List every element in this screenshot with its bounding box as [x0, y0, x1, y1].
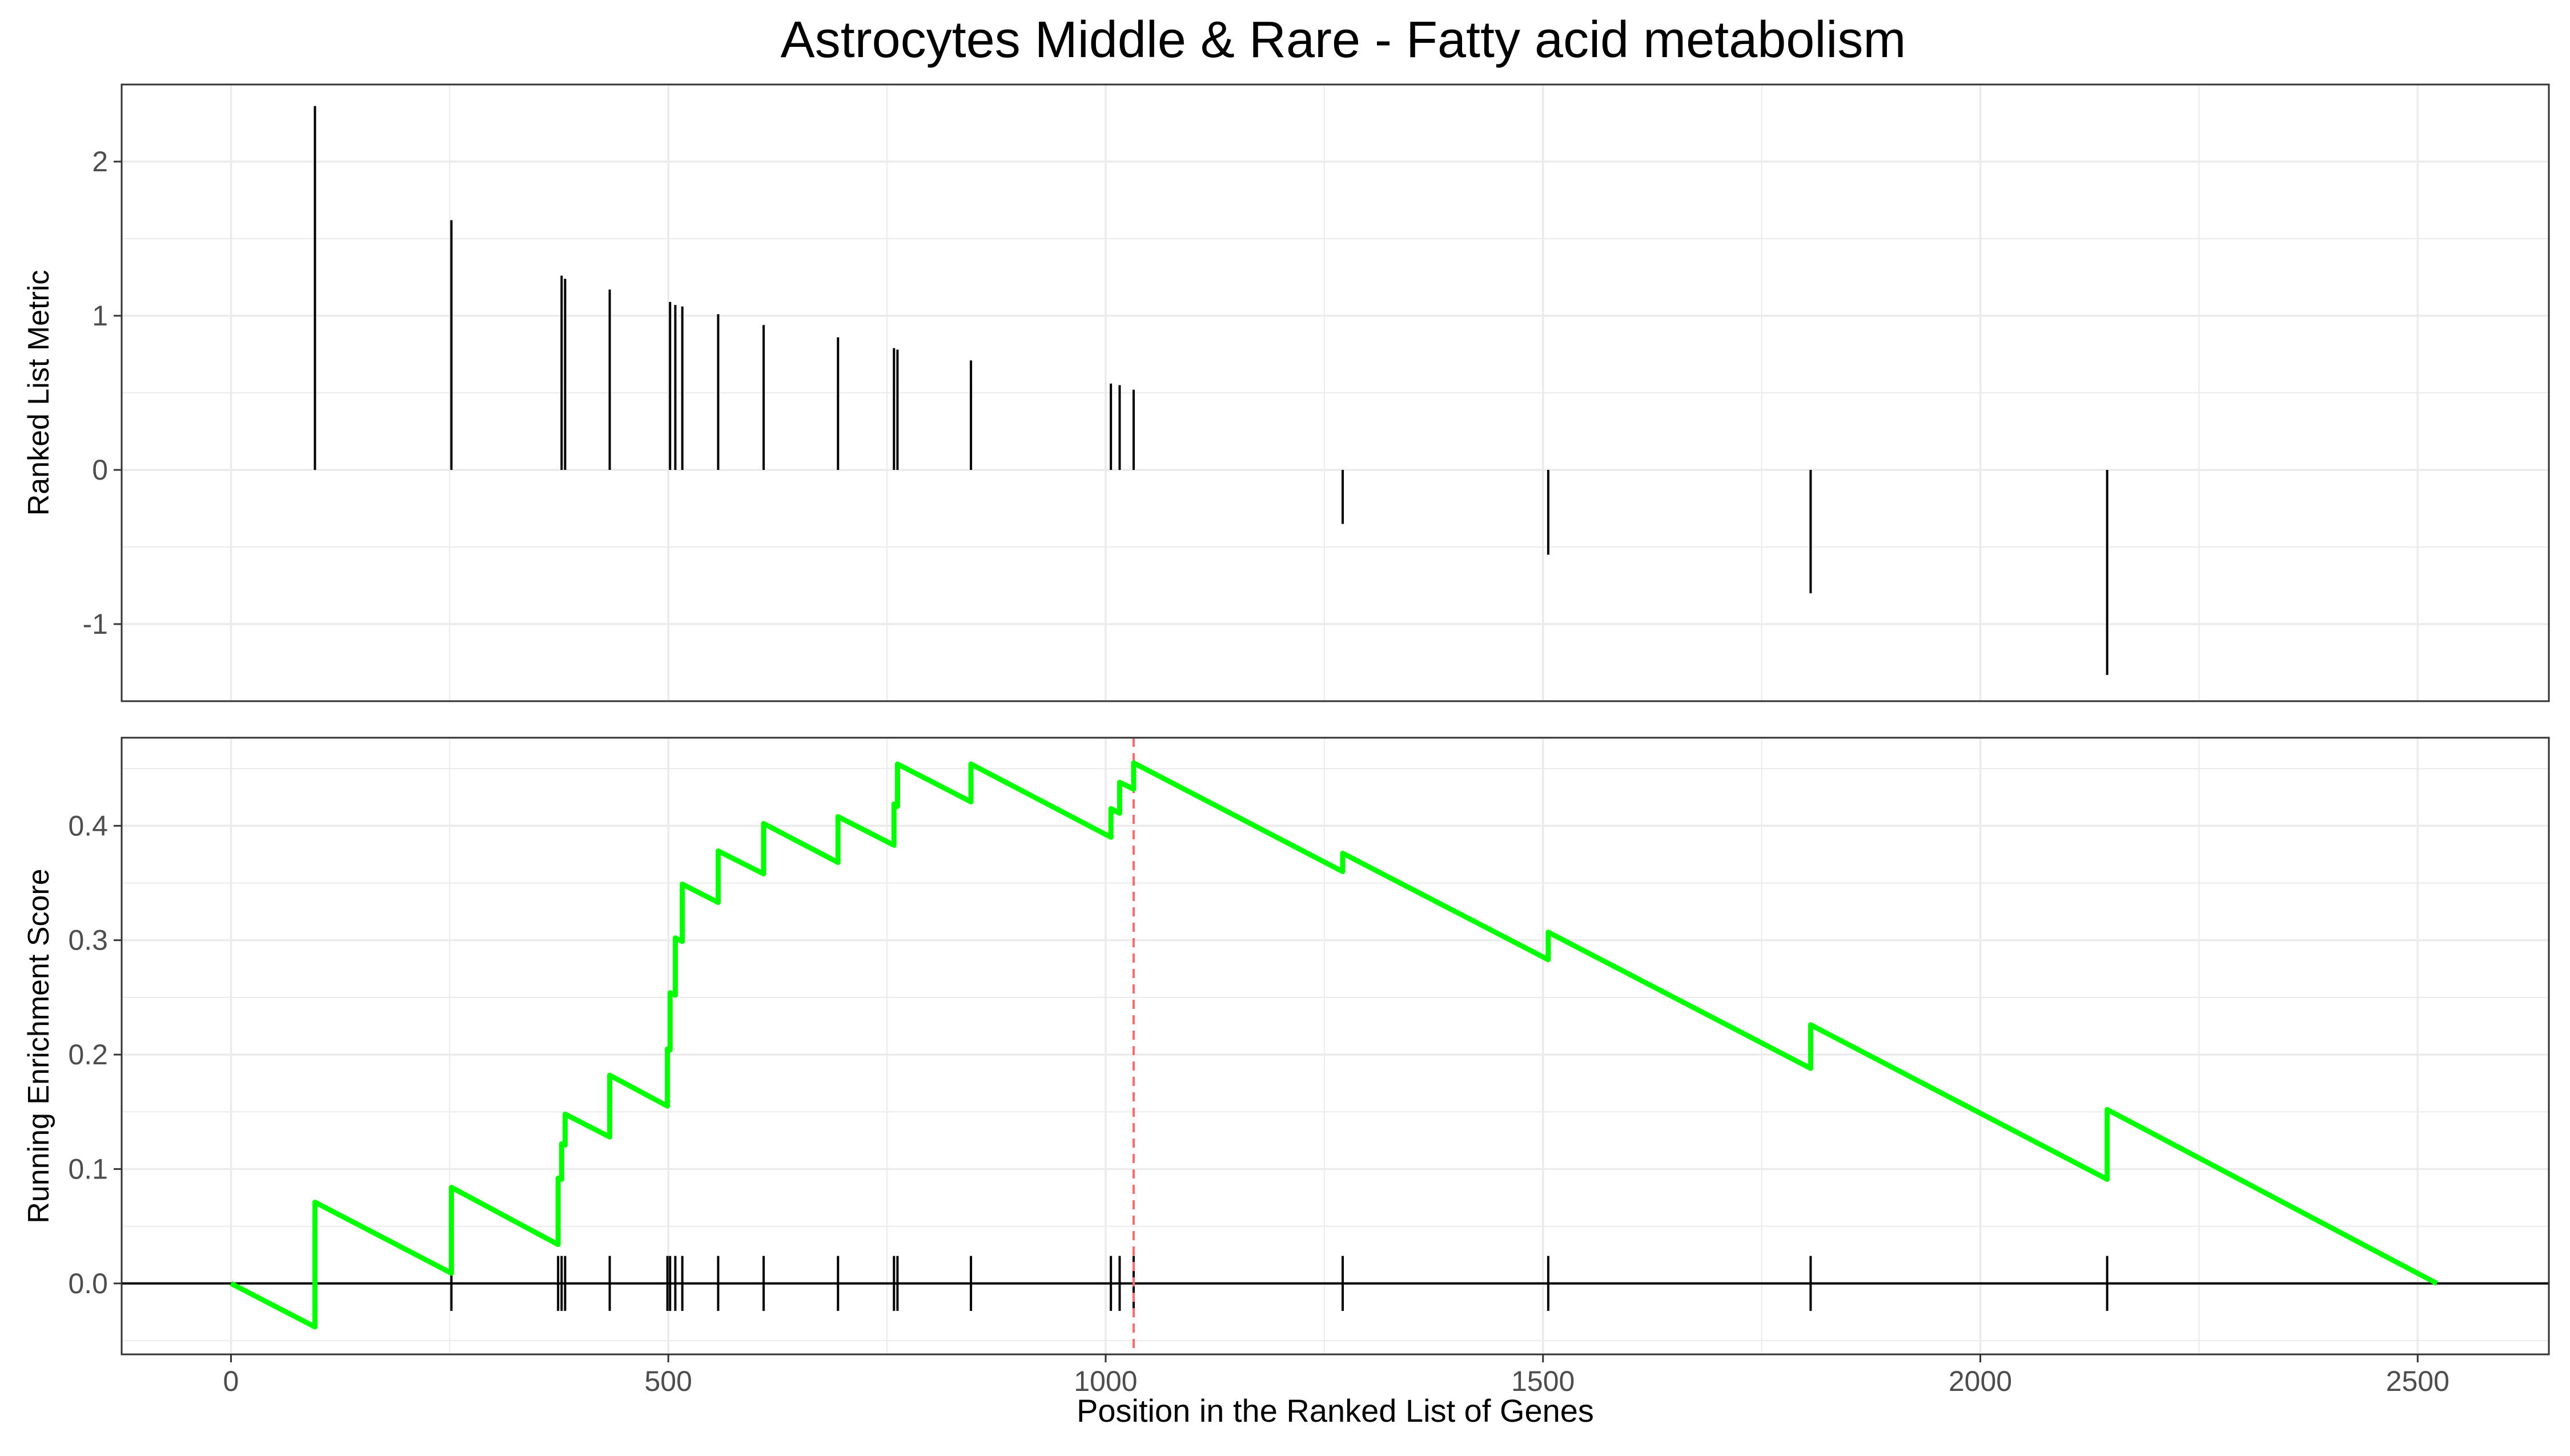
y-tick-label: 0.2	[68, 1039, 108, 1071]
x-tick-label: 500	[644, 1365, 692, 1397]
bottom-panel-y-axis: 0.0 0.1 0.2 0.3 0.4	[68, 810, 122, 1300]
x-tick-label: 1500	[1511, 1365, 1575, 1397]
y-tick-label: 0	[92, 454, 108, 486]
running-enrichment-score-line	[230, 760, 2439, 1330]
top-panel-border	[121, 83, 2550, 702]
x-axis: 0 500 1000 1500 2000 2500	[223, 1354, 2449, 1397]
y-tick-label: 1	[92, 300, 108, 332]
y-tick-label: -1	[83, 608, 108, 640]
x-tick-label: 2000	[1949, 1365, 2012, 1397]
x-axis-label: Position in the Ranked List of Genes	[1077, 1393, 1594, 1429]
y-tick-label: 2	[92, 146, 108, 178]
chart-title: Astrocytes Middle & Rare - Fatty acid me…	[781, 11, 1906, 69]
running-es-panel: 0.0 0.1 0.2 0.3 0.4 Running Enrichment Score	[22, 737, 2550, 1356]
ranked-metric-panel: -1 0 1 2 Ranked List Metric	[22, 83, 2550, 702]
y-tick-label: 0.0	[68, 1268, 108, 1300]
running-es-lines	[122, 738, 2549, 1354]
bottom-panel-grid	[122, 738, 2549, 1354]
x-tick-label: 0	[223, 1365, 239, 1397]
y-tick-label: 0.1	[68, 1153, 108, 1185]
bottom-panel-background	[122, 738, 2549, 1354]
top-panel-grid	[122, 85, 2549, 701]
x-tick-label: 2500	[2386, 1365, 2449, 1397]
ranked-metric-bars	[314, 106, 2109, 675]
top-panel-y-axis: -1 0 1 2	[83, 146, 122, 640]
bottom-panel-y-axis-label: Running Enrichment Score	[22, 868, 55, 1223]
bottom-panel-border	[121, 737, 2550, 1356]
top-panel-y-axis-label: Ranked List Metric	[22, 270, 55, 516]
y-tick-label: 0.3	[68, 924, 108, 956]
x-tick-label: 1000	[1074, 1365, 1137, 1397]
y-tick-label: 0.4	[68, 810, 108, 842]
